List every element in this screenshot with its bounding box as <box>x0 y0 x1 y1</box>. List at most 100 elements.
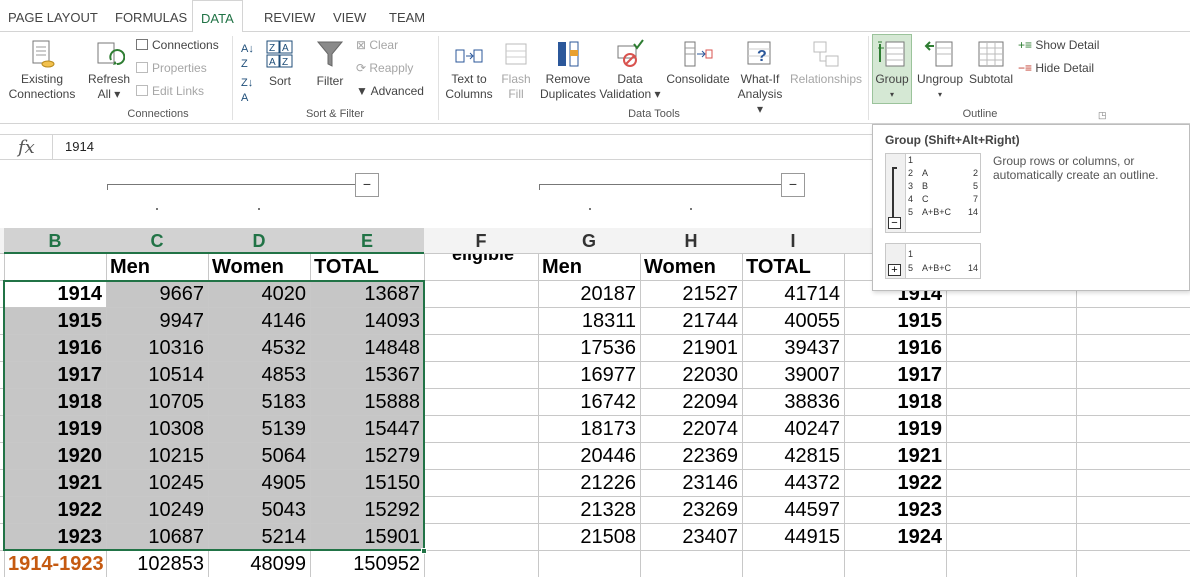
column-header-i[interactable]: I <box>790 231 796 251</box>
cell-women[interactable]: 4853 <box>208 362 310 389</box>
filter-button[interactable]: Filter <box>310 38 350 89</box>
cell-men-2[interactable]: 21508 <box>580 526 636 548</box>
cell-header-eligible[interactable]: eligible <box>451 254 514 264</box>
cell-men[interactable]: 10514 <box>106 362 208 389</box>
cell-header-total[interactable]: TOTAL <box>314 256 379 278</box>
ungroup-button[interactable]: Ungroup ▾ <box>914 38 966 102</box>
cell-men-2[interactable]: 21328 <box>580 499 636 521</box>
cell-total[interactable]: 15279 <box>310 443 424 470</box>
cell-total[interactable]: 15367 <box>310 362 424 389</box>
cell-total[interactable]: 13687 <box>310 281 424 308</box>
column-header-b[interactable]: B <box>4 228 106 254</box>
column-header-e[interactable]: E <box>310 228 424 254</box>
cell-total[interactable]: 15901 <box>310 524 424 551</box>
cell-women-2[interactable]: 23269 <box>682 499 738 521</box>
cell-women-2[interactable]: 22369 <box>682 445 738 467</box>
cell-header-women[interactable]: Women <box>212 256 284 278</box>
remove-duplicates-button[interactable]: Remove Duplicates <box>538 38 598 102</box>
cell-total-2[interactable]: 40055 <box>784 310 840 332</box>
cell-total-2[interactable]: 44915 <box>784 526 840 548</box>
cell-year-2[interactable]: 1922 <box>897 472 943 494</box>
cell-year[interactable]: 1920 <box>4 443 106 470</box>
properties-button[interactable]: Properties <box>136 61 207 76</box>
tab-view[interactable]: VIEW <box>333 10 367 25</box>
cell-total-women[interactable]: 48099 <box>250 553 306 575</box>
cell-women[interactable]: 4146 <box>208 308 310 335</box>
data-validation-button[interactable]: Data Validation ▾ <box>598 38 662 102</box>
sort-button[interactable]: Z A A Z Sort <box>262 38 298 89</box>
cell-year-2[interactable]: 1921 <box>897 445 943 467</box>
cell-total[interactable]: 15888 <box>310 389 424 416</box>
cell-year[interactable]: 1914 <box>57 283 103 305</box>
cell-header-men[interactable]: Men <box>110 256 150 278</box>
flash-fill-button[interactable]: Flash Fill <box>497 38 535 102</box>
refresh-all-button[interactable]: Refresh All ▾ <box>84 38 134 102</box>
cell-year-2[interactable]: 1924 <box>897 526 943 548</box>
fill-handle[interactable] <box>421 548 427 554</box>
cell-year[interactable]: 1915 <box>4 308 106 335</box>
cell-header-men-2[interactable]: Men <box>542 256 582 278</box>
cell-total-2[interactable]: 38836 <box>784 391 840 413</box>
cell-year[interactable]: 1918 <box>4 389 106 416</box>
cell-year-2[interactable]: 1917 <box>897 364 943 386</box>
tab-page-layout[interactable]: PAGE LAYOUT <box>8 10 98 25</box>
cell-women[interactable]: 4020 <box>208 281 310 308</box>
cell-men-2[interactable]: 18311 <box>581 310 636 332</box>
column-header-f[interactable]: F <box>475 231 487 251</box>
column-header-c[interactable]: C <box>106 228 208 254</box>
cell-men-2[interactable]: 20446 <box>580 445 636 467</box>
cell-men-2[interactable]: 20187 <box>580 283 636 305</box>
cell-men[interactable]: 9947 <box>106 308 208 335</box>
cell-women-2[interactable]: 21901 <box>682 337 738 359</box>
cell-women-2[interactable]: 22094 <box>682 391 738 413</box>
cell-header-women-2[interactable]: Women <box>644 256 716 278</box>
tab-team[interactable]: TEAM <box>389 10 426 25</box>
cell-year-2[interactable]: 1919 <box>897 418 943 440</box>
cell-year-2[interactable]: 1916 <box>897 337 943 359</box>
cell-men[interactable]: 10215 <box>106 443 208 470</box>
cell-total[interactable]: 15150 <box>310 470 424 497</box>
sort-descending-icon[interactable]: Z↓ A <box>241 77 254 104</box>
cell-total-2[interactable]: 41714 <box>784 283 840 305</box>
cell-year[interactable]: 1917 <box>4 362 106 389</box>
cell-total[interactable]: 14848 <box>310 335 424 362</box>
cell-women[interactable]: 4905 <box>208 470 310 497</box>
cell-men-2[interactable]: 18173 <box>580 418 636 440</box>
consolidate-button[interactable]: Consolidate <box>664 38 732 87</box>
cell-year[interactable]: 1916 <box>4 335 106 362</box>
cell-header-total-2[interactable]: TOTAL <box>746 256 811 278</box>
cell-year[interactable]: 1922 <box>4 497 106 524</box>
what-if-analysis-button[interactable]: ? What-If Analysis ▾ <box>734 38 786 117</box>
outline-collapse-button[interactable]: − <box>781 173 805 197</box>
cell-year[interactable]: 1921 <box>4 470 106 497</box>
clear-button[interactable]: ⊠ Clear <box>356 38 398 53</box>
cell-men[interactable]: 10316 <box>106 335 208 362</box>
cell-total-2[interactable]: 44597 <box>784 499 840 521</box>
cell-total-2[interactable]: 40247 <box>784 418 840 440</box>
subtotal-button[interactable]: Subtotal <box>966 38 1016 87</box>
column-header-g[interactable]: G <box>581 231 596 251</box>
cell-total[interactable]: 14093 <box>310 308 424 335</box>
cell-total-2[interactable]: 42815 <box>784 445 840 467</box>
cell-total-2[interactable]: 39007 <box>784 364 840 386</box>
cell-total[interactable]: 15447 <box>310 416 424 443</box>
cell-year[interactable]: 1919 <box>4 416 106 443</box>
cell-year-2[interactable]: 1918 <box>897 391 943 413</box>
cell-year[interactable]: 1923 <box>4 524 106 551</box>
cell-women[interactable]: 5139 <box>208 416 310 443</box>
cell-women[interactable]: 5214 <box>208 524 310 551</box>
tab-review[interactable]: REVIEW <box>264 10 316 25</box>
tab-formulas[interactable]: FORMULAS <box>115 10 188 25</box>
hide-detail-button[interactable]: −≡ Hide Detail <box>1018 61 1094 76</box>
show-detail-button[interactable]: +≡ Show Detail <box>1018 38 1099 53</box>
column-header-h[interactable]: H <box>684 231 698 251</box>
cell-women-2[interactable]: 22030 <box>682 364 738 386</box>
reapply-button[interactable]: ⟳ Reapply <box>356 61 413 76</box>
cell-men-2[interactable]: 16977 <box>580 364 636 386</box>
edit-links-button[interactable]: Edit Links <box>136 84 204 99</box>
tab-data[interactable]: DATA <box>192 0 243 33</box>
cell-women[interactable]: 5043 <box>208 497 310 524</box>
cell-year-2[interactable]: 1915 <box>897 310 943 332</box>
outline-collapse-button[interactable]: − <box>355 173 379 197</box>
cell-men-2[interactable]: 21226 <box>580 472 636 494</box>
